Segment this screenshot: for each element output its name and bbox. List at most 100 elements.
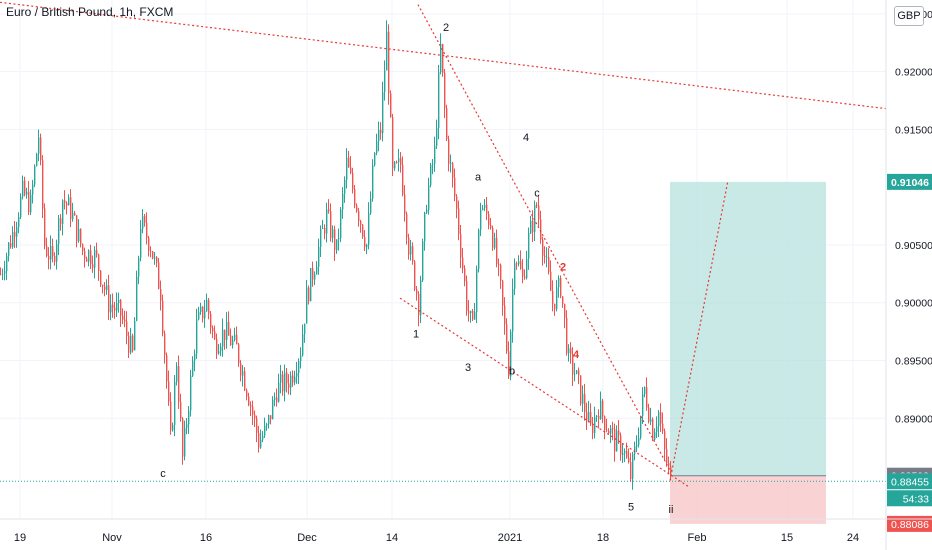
candle-body (574, 373, 576, 375)
candle-body (414, 261, 416, 290)
candle-body (316, 266, 318, 275)
candle-body (204, 311, 206, 319)
candle-body (600, 400, 602, 420)
candle-body (300, 355, 302, 362)
candle-body (272, 399, 274, 420)
price-label-text: 54:33 (903, 493, 929, 505)
candle-body (396, 162, 398, 163)
candle-body (58, 218, 60, 245)
candle-body (80, 228, 82, 245)
loss-zone[interactable] (670, 475, 826, 524)
candle-body (290, 375, 292, 388)
candle-body (84, 251, 86, 259)
time-tick-label: 14 (386, 532, 398, 544)
profit-zone[interactable] (670, 181, 826, 476)
wave-label: 3 (465, 362, 471, 374)
candle-body (476, 268, 478, 313)
candle-body (506, 324, 508, 352)
candle-body (228, 321, 230, 336)
candle-body (210, 313, 212, 328)
candle-body (124, 319, 126, 322)
candle-body (226, 321, 228, 341)
time-axis[interactable]: 19 Nov 16 Dec 14 2021 18 Feb 15 24 (0, 518, 932, 544)
candle-body (602, 400, 604, 417)
candle-body (630, 461, 632, 480)
candle-body (596, 415, 598, 418)
price-tick-label: 0.90500 (895, 240, 932, 252)
candle-body (244, 371, 246, 391)
candle-body (196, 319, 198, 354)
trendline[interactable] (0, 1, 887, 110)
trendline[interactable] (417, 4, 671, 471)
candle-body (662, 423, 664, 432)
candle-body (20, 196, 22, 218)
candle-body (42, 160, 44, 209)
candle-body (172, 424, 174, 431)
candle-body (474, 312, 476, 320)
price-axis[interactable]: 0.925000.920000.915000.905000.900000.895… (885, 0, 932, 550)
candle-body (98, 254, 100, 271)
candle-body (666, 449, 668, 463)
candle-body (134, 320, 136, 351)
candle-body (376, 141, 378, 153)
candle-body (146, 222, 148, 238)
candle-body (348, 157, 350, 168)
candle-body (402, 164, 404, 195)
candle-body (38, 137, 40, 154)
candle-body (240, 363, 242, 376)
candle-body (354, 189, 356, 206)
price-label-text: 0.88455 (891, 476, 929, 488)
candle-body (152, 251, 154, 259)
candle-body (516, 263, 518, 265)
candle-body (614, 429, 616, 452)
candle-body (648, 407, 650, 422)
price-tick-label: 0.89500 (895, 356, 932, 368)
candle-body (176, 366, 178, 382)
candle-body (522, 268, 524, 277)
candle-body (342, 193, 344, 210)
candle-body (622, 453, 624, 455)
candle-body (224, 329, 226, 341)
candle-body (14, 231, 16, 237)
trendline[interactable] (399, 297, 691, 489)
candle-body (526, 258, 528, 279)
candle-body (460, 234, 462, 258)
candle-body (466, 281, 468, 312)
candle-body (112, 304, 114, 308)
price-series (0, 20, 672, 490)
candle-body (180, 401, 182, 419)
candle-body (488, 213, 490, 226)
currency-button[interactable]: GBP (894, 6, 924, 26)
price-label-text: 0.91046 (891, 177, 929, 189)
candle-body (30, 194, 32, 213)
candle-body (538, 205, 540, 220)
long-position-zones[interactable] (0, 181, 886, 524)
time-tick-label: Feb (688, 532, 707, 544)
candle-body (530, 220, 532, 234)
candle-body (532, 220, 534, 232)
candle-body (32, 184, 34, 195)
candle-body (120, 299, 122, 316)
candle-body (610, 428, 612, 434)
candle-body (96, 249, 98, 255)
candle-body (618, 430, 620, 436)
candle-body (420, 280, 422, 316)
trendlines[interactable] (0, 1, 887, 489)
candle-body (378, 129, 380, 142)
candle-body (534, 204, 536, 232)
candle-body (24, 180, 26, 195)
time-tick-label: 19 (14, 532, 26, 544)
candle-body (458, 208, 460, 235)
trendline[interactable] (669, 180, 729, 481)
candle-body (486, 204, 488, 214)
candle-body (306, 287, 308, 324)
candle-body (580, 375, 582, 404)
candle-body (130, 335, 132, 353)
candle-body (452, 163, 454, 178)
candle-body (78, 228, 80, 242)
candle-body (34, 165, 36, 185)
candle-body (504, 305, 506, 325)
candle-body (392, 117, 394, 169)
candle-body (294, 376, 296, 383)
